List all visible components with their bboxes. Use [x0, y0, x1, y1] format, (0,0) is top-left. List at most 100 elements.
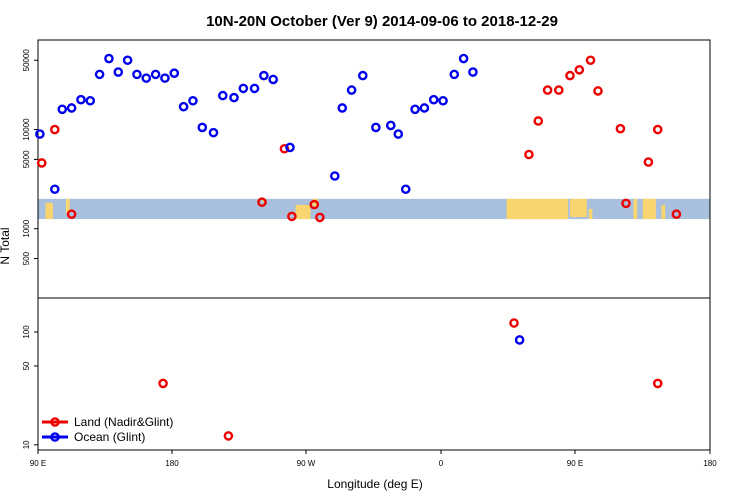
ocean-data-point — [285, 142, 295, 153]
legend-land-marker — [50, 417, 60, 427]
bottom-y-axis: 10 50 100 — [22, 325, 38, 449]
land-data-point — [652, 124, 663, 135]
ocean-data-point — [35, 129, 45, 139]
legend-land-label: Land (Nadir&Glint) — [74, 415, 173, 429]
land-data-point — [158, 378, 168, 389]
land-segment — [588, 208, 593, 220]
ocean-data-point — [85, 95, 96, 106]
y-tick-label: 10 — [22, 440, 31, 449]
ocean-data-point — [385, 120, 396, 131]
ocean-data-point — [104, 53, 114, 64]
ocean-data-point — [346, 85, 357, 95]
ocean-data-point — [217, 90, 228, 101]
y-tick-label: 50000 — [22, 49, 31, 72]
land-ocean-band — [38, 198, 710, 220]
land-segment — [45, 202, 53, 220]
ocean-data-point — [268, 74, 279, 85]
land-segment — [633, 198, 638, 220]
y-tick-label: 1000 — [22, 219, 31, 237]
x-tick-label: 0 — [439, 459, 444, 468]
y-tick-label: 5000 — [22, 150, 31, 168]
land-data-point — [524, 149, 534, 160]
ocean-data-point — [57, 104, 68, 115]
x-tick-label: 90 W — [297, 459, 316, 468]
land-data-point — [565, 70, 575, 81]
x-tick-label: 180 — [703, 459, 717, 468]
y-tick-label: 500 — [22, 251, 31, 265]
ocean-data-point — [337, 103, 348, 113]
ocean-data-point — [419, 103, 430, 113]
land-data-point — [643, 157, 654, 167]
ocean-data-point — [514, 335, 525, 345]
ocean-data-point — [197, 122, 208, 133]
bottom-panel: 10 50 100 — [22, 297, 711, 451]
ocean-data-point — [178, 101, 189, 112]
land-data-point — [36, 158, 47, 168]
land-data-point — [671, 209, 682, 220]
x-axis: 90 E 180 90 W 0 90 E 180 — [30, 450, 717, 468]
top-y-axis: 500 1000 5000 10000 50000 — [22, 49, 38, 265]
y-axis-label: N Total — [0, 227, 12, 264]
top-panel: 500 1000 5000 10000 50000 — [22, 39, 711, 299]
y-tick-label: 50 — [22, 361, 31, 370]
ocean-data-point — [113, 67, 124, 77]
y-tick-label: 10000 — [22, 118, 31, 141]
ocean-data-point — [76, 94, 86, 105]
ocean-data-point — [400, 184, 411, 195]
land-mask-band — [45, 198, 666, 220]
land-data-point — [223, 431, 234, 441]
land-data-point — [593, 86, 603, 96]
land-data-point — [554, 85, 564, 95]
x-tick-label: 180 — [165, 459, 179, 468]
land-data-point — [315, 212, 325, 223]
land-data-point — [66, 209, 77, 220]
land-data-point — [652, 378, 663, 389]
ocean-data-point — [438, 95, 448, 106]
land-segment — [506, 198, 569, 220]
land-segment — [570, 198, 587, 218]
ocean-data-point — [449, 69, 460, 80]
ocean-data-point — [458, 53, 469, 64]
x-tick-label: 90 E — [567, 459, 583, 468]
ocean-data-point — [208, 127, 219, 138]
chart-title: 10N-20N October (Ver 9) 2014-09-06 to 20… — [206, 13, 558, 30]
ocean-data-point — [428, 94, 439, 105]
ocean-data-point — [94, 69, 105, 80]
ocean-data-point — [410, 104, 420, 115]
land-data-point — [50, 124, 60, 135]
data-points — [35, 53, 682, 441]
ocean-data-point — [229, 92, 239, 103]
ocean-data-point — [169, 68, 180, 79]
ocean-data-point — [249, 83, 260, 94]
land-data-point — [257, 197, 267, 208]
land-data-point — [279, 143, 290, 154]
land-data-point — [585, 55, 596, 66]
land-data-point — [621, 198, 631, 209]
ocean-data-point — [188, 95, 198, 106]
land-segment — [642, 198, 656, 220]
land-data-point — [287, 211, 297, 222]
ocean-data-point — [160, 73, 170, 83]
land-data-point — [615, 123, 626, 134]
ocean-data-point — [329, 171, 340, 181]
ocean-data-point — [132, 69, 142, 80]
land-data-point — [533, 116, 544, 126]
land-data-point — [509, 318, 519, 328]
ocean-data-point — [141, 73, 152, 83]
land-data-point — [542, 85, 553, 95]
bottom-panel-frame — [37, 297, 711, 451]
land-segment — [661, 204, 666, 220]
ocean-data-point — [371, 122, 381, 133]
x-axis-label: Longitude (deg E) — [327, 477, 422, 491]
legend-ocean-marker — [50, 432, 60, 442]
ocean-data-point — [393, 129, 404, 139]
land-segment — [312, 198, 318, 206]
ocean-data-point — [150, 69, 161, 80]
land-segment — [66, 198, 70, 214]
ocean-data-point — [357, 70, 368, 81]
ocean-data-point — [259, 70, 269, 81]
y-tick-label: 100 — [22, 325, 31, 339]
ocean-data-point — [122, 55, 133, 66]
x-tick-label: 90 E — [30, 459, 46, 468]
